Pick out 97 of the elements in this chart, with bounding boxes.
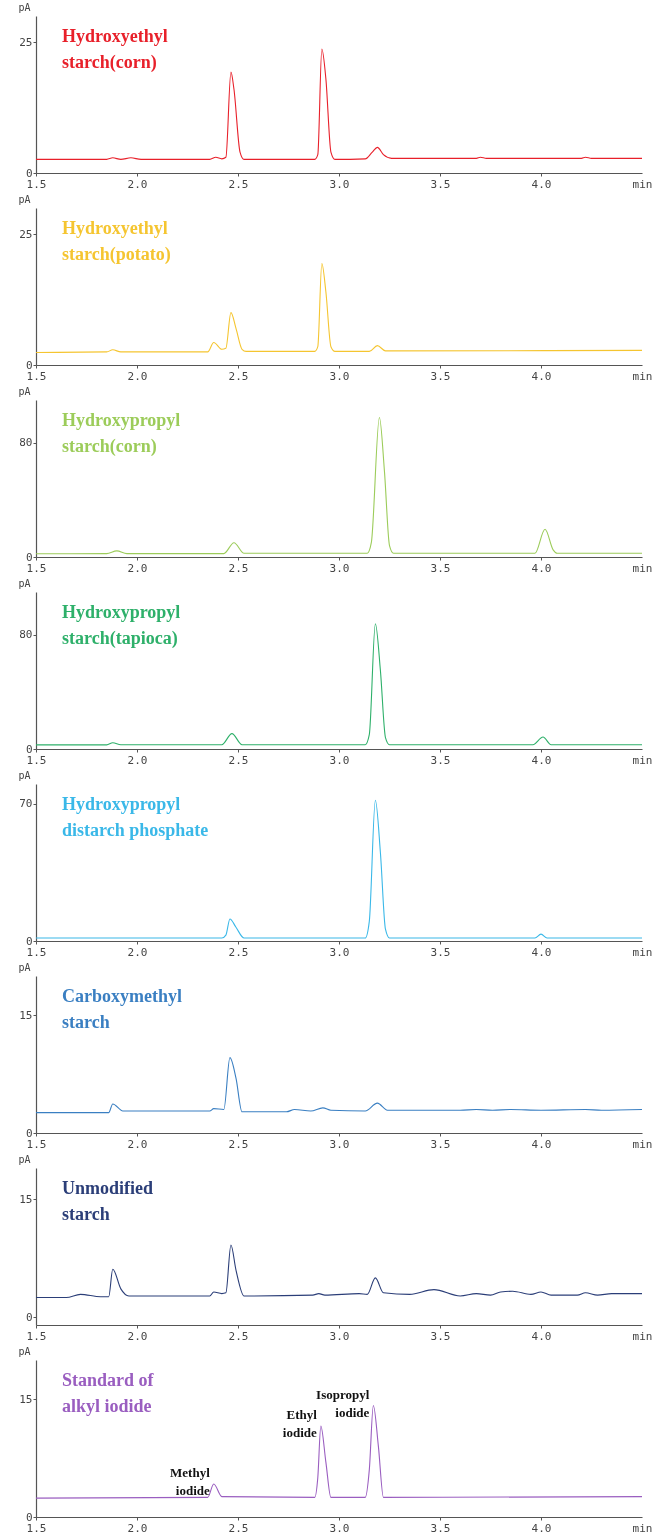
x-tick-label: 4.0 xyxy=(531,945,552,959)
y-axis-title: pA xyxy=(18,1153,31,1165)
y-tick-label: 0 xyxy=(25,742,33,756)
y-tick-label: 0 xyxy=(25,166,33,180)
x-tick-label: 2.5 xyxy=(228,1329,249,1343)
x-tick-label: 3.0 xyxy=(329,369,350,383)
y-tick-label: 15 xyxy=(19,1008,33,1022)
text: Hydroxyethyl starch(potato) xyxy=(62,218,171,265)
y-tick-label: 0 xyxy=(25,1126,33,1140)
x-tick-label: 3.0 xyxy=(329,1521,350,1535)
x-tick-label: 2.5 xyxy=(228,1137,249,1151)
x-tick-label: 4.0 xyxy=(531,561,552,575)
x-tick-label: 3.0 xyxy=(329,945,350,959)
x-axis-title: min xyxy=(632,1521,653,1535)
y-axis-title: pA xyxy=(18,1,31,13)
annotation: Methyl iodide xyxy=(170,1465,211,1499)
line-series xyxy=(35,1244,643,1299)
text: Hydroxypropyl starch(corn) xyxy=(62,410,181,457)
x-tick-label: 2.5 xyxy=(228,1521,249,1535)
text: Standard of alkyl iodide xyxy=(62,1370,155,1416)
x-tick-label: 1.5 xyxy=(26,945,47,959)
x-tick-label: 4.0 xyxy=(531,177,552,191)
x-axis-title: min xyxy=(632,177,653,191)
line-series xyxy=(35,799,643,939)
line-series xyxy=(35,623,643,746)
y-tick-label: 70 xyxy=(19,797,33,811)
x-tick-label: 2.5 xyxy=(228,177,249,191)
y-tick-label: 15 xyxy=(19,1192,33,1206)
x-tick-label: 2.0 xyxy=(127,561,148,575)
x-tick-label: 3.5 xyxy=(430,369,451,383)
x-axis-title: min xyxy=(632,753,653,767)
x-tick-label: 2.0 xyxy=(127,753,148,767)
y-tick-label: 0 xyxy=(25,1510,33,1524)
x-tick-label: 3.5 xyxy=(430,561,451,575)
x-axis-title: min xyxy=(632,945,653,959)
text: Unmodified starch xyxy=(62,1178,154,1224)
y-tick-label: 80 xyxy=(19,628,33,642)
x-axis-title: min xyxy=(632,369,653,383)
x-tick-label: 1.5 xyxy=(26,753,47,767)
x-tick-label: 1.5 xyxy=(26,1521,47,1535)
x-tick-label: 3.0 xyxy=(329,753,350,767)
x-tick-label: 3.5 xyxy=(430,753,451,767)
y-tick-label: 0 xyxy=(25,1310,33,1324)
x-tick-label: 4.0 xyxy=(531,1329,552,1343)
x-tick-label: 1.5 xyxy=(26,177,47,191)
line-series xyxy=(35,1057,643,1114)
x-tick-label: 3.5 xyxy=(430,177,451,191)
x-tick-label: 3.5 xyxy=(430,945,451,959)
y-axis-title: pA xyxy=(18,769,31,781)
x-tick-label: 3.5 xyxy=(430,1521,451,1535)
y-tick-label: 80 xyxy=(19,436,33,450)
y-axis-title: pA xyxy=(18,385,31,397)
x-tick-label: 2.5 xyxy=(228,753,249,767)
x-tick-label: 1.5 xyxy=(26,369,47,383)
line-series xyxy=(35,48,643,160)
text: Hydroxypropyl distarch phosphate xyxy=(62,794,209,840)
y-tick-label: 0 xyxy=(25,934,33,948)
text: Hydroxypropyl starch(tapioca) xyxy=(62,602,181,649)
x-tick-label: 1.5 xyxy=(26,1329,47,1343)
x-tick-label: 2.5 xyxy=(228,945,249,959)
x-tick-label: 4.0 xyxy=(531,1521,552,1535)
y-axis-title: pA xyxy=(18,577,31,589)
x-tick-label: 2.0 xyxy=(127,945,148,959)
x-tick-label: 3.0 xyxy=(329,1329,350,1343)
x-tick-label: 4.0 xyxy=(531,753,552,767)
x-tick-label: 1.5 xyxy=(26,561,47,575)
x-tick-label: 3.0 xyxy=(329,561,350,575)
x-tick-label: 2.5 xyxy=(228,561,249,575)
x-tick-label: 2.0 xyxy=(127,1329,148,1343)
text: Hydroxyethyl starch(corn) xyxy=(62,26,168,73)
x-tick-label: 3.5 xyxy=(430,1137,451,1151)
x-axis-title: min xyxy=(632,1329,653,1343)
text: Carboxymethyl starch xyxy=(62,986,182,1032)
y-axis-title: pA xyxy=(18,193,31,205)
x-axis-title: min xyxy=(632,1137,653,1151)
annotation: Isopropyl iodide xyxy=(316,1386,370,1420)
y-axis-title: pA xyxy=(18,1345,31,1357)
line-series xyxy=(35,262,643,353)
x-tick-label: 4.0 xyxy=(531,369,552,383)
x-axis-title: min xyxy=(632,561,653,575)
x-tick-label: 3.5 xyxy=(430,1329,451,1343)
x-tick-label: 2.0 xyxy=(127,177,148,191)
y-tick-label: 25 xyxy=(19,35,33,49)
y-tick-label: 25 xyxy=(19,227,33,241)
y-axis-title: pA xyxy=(18,961,31,973)
x-tick-label: 3.0 xyxy=(329,177,350,191)
x-tick-label: 4.0 xyxy=(531,1137,552,1151)
y-tick-label: 0 xyxy=(25,550,33,564)
x-tick-label: 2.0 xyxy=(127,1521,148,1535)
y-tick-label: 15 xyxy=(19,1392,33,1406)
x-tick-label: 2.0 xyxy=(127,1137,148,1151)
x-tick-label: 2.0 xyxy=(127,369,148,383)
x-tick-label: 2.5 xyxy=(228,369,249,383)
x-tick-label: 1.5 xyxy=(26,1137,47,1151)
y-tick-label: 0 xyxy=(25,358,33,372)
annotation: Ethyl iodide xyxy=(282,1406,318,1440)
x-tick-label: 3.0 xyxy=(329,1137,350,1151)
